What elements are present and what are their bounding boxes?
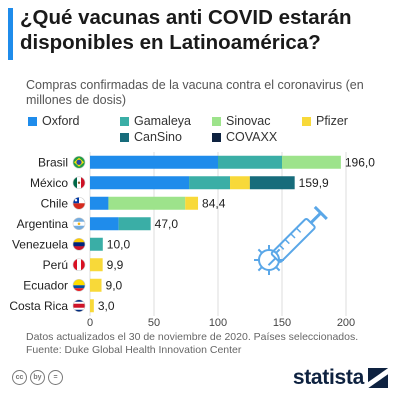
chart-subtitle: Compras confirmadas de la vacuna contra … [26,78,364,107]
bar-segment-pfizer [185,196,199,210]
total-label: 84,4 [202,196,226,210]
bar-segment-cansino [249,176,295,190]
bar-segment-oxford [90,155,218,169]
peru-flag [72,258,86,272]
syringe-icon [267,205,328,266]
statista-logo[interactable]: statista [293,366,388,390]
license-icons: cc by = [12,370,63,385]
bar-segment-sinovac [108,196,186,210]
syringe-tick [284,238,290,245]
total-label: 3,0 [98,299,115,313]
syringe-handle [313,205,328,220]
total-label: 159,9 [299,176,329,190]
legend-label: Sinovac [226,114,271,128]
total-label: 196,0 [345,155,375,169]
brand-name: statista [292,366,364,389]
virus-spike [257,266,263,272]
category-label: Brasil [38,155,68,169]
syringe-needle [267,257,277,266]
legend-item-gamaleya[interactable]: Gamaleya [120,114,191,128]
bar-segment-pfizer [90,258,103,272]
legend-swatch [28,116,37,126]
syringe-tick [295,227,302,233]
category-label: Perú [43,258,68,272]
legend-item-covaxx[interactable]: COVAXX [212,130,277,144]
legend-item-oxford[interactable]: Oxford [28,114,80,128]
statista-logo-icon [368,368,388,388]
total-label: 10,0 [107,237,131,251]
category-label: Chile [41,196,69,210]
bar-segment-gamaleya [189,176,231,190]
virus-spike [275,266,281,272]
legend-swatch [120,132,129,142]
syringe-tick [290,233,296,239]
legend-swatch [120,116,129,126]
bar-segment-oxford [90,176,190,190]
total-label: 47,0 [155,217,179,231]
legend-item-cansino[interactable]: CanSino [120,130,182,144]
mexico-flag [72,176,86,190]
costa-rica-flag [72,299,86,313]
legend-label: Pfizer [316,114,348,128]
footnote-source: Fuente: Duke Global Health Innovation Ce… [26,344,242,356]
venezuela-flag [72,237,86,251]
bar-segment-gamaleya [118,217,151,231]
legend-item-sinovac[interactable]: Sinovac [212,114,270,128]
brazil-flag [72,155,86,169]
legend-label: COVAXX [226,130,278,144]
bar-segment-pfizer [230,176,250,190]
legend-swatch [212,116,221,126]
syringe-virus-icon [254,205,328,275]
legend-swatch [212,132,221,142]
x-tick-label: 0 [87,317,93,329]
footnote-note: Datos actualizados el 30 de noviembre de… [26,331,359,343]
syringe-plunger [309,211,322,224]
cc-license-icon[interactable]: cc [12,370,27,385]
total-label: 9,9 [107,258,124,272]
category-label: Venezuela [12,237,68,251]
legend-label: Oxford [42,114,80,128]
legend-swatch [302,116,311,126]
bar-segment-pfizer [90,299,94,313]
bar-segment-pfizer [90,278,102,292]
chart-title: ¿Qué vacunas anti COVID estarán disponib… [20,6,352,54]
no-derivatives-icon[interactable]: = [48,370,63,385]
total-label: 9,0 [106,278,123,292]
legend-item-pfizer[interactable]: Pfizer [302,114,348,128]
virus-spike [275,248,281,254]
legend-label: Gamaleya [134,114,191,128]
category-label: Ecuador [23,278,68,292]
footnote: Datos actualizados el 30 de noviembre de… [26,331,396,357]
chile-flag [72,196,86,210]
ecuador-flag [72,278,86,292]
syringe-tick [278,244,285,250]
bar-segment-gamaleya [90,237,103,251]
virus-spike [257,248,263,254]
x-tick-label: 100 [209,317,227,329]
bar-segment-gamaleya [218,155,282,169]
x-tick-label: 150 [273,317,291,329]
x-tick-label: 200 [337,317,355,329]
legend-label: CanSino [134,130,182,144]
bar-segment-oxford [90,217,119,231]
bar-segment-oxford [90,196,109,210]
category-label: Argentina [17,217,69,231]
category-label: Costa Rica [9,299,68,313]
attribution-icon[interactable]: by [30,370,45,385]
category-label: México [30,176,68,190]
x-tick-label: 50 [148,317,160,329]
title-accent-bar [8,8,13,60]
bar-segment-sinovac [282,155,341,169]
argentina-flag [72,217,86,231]
